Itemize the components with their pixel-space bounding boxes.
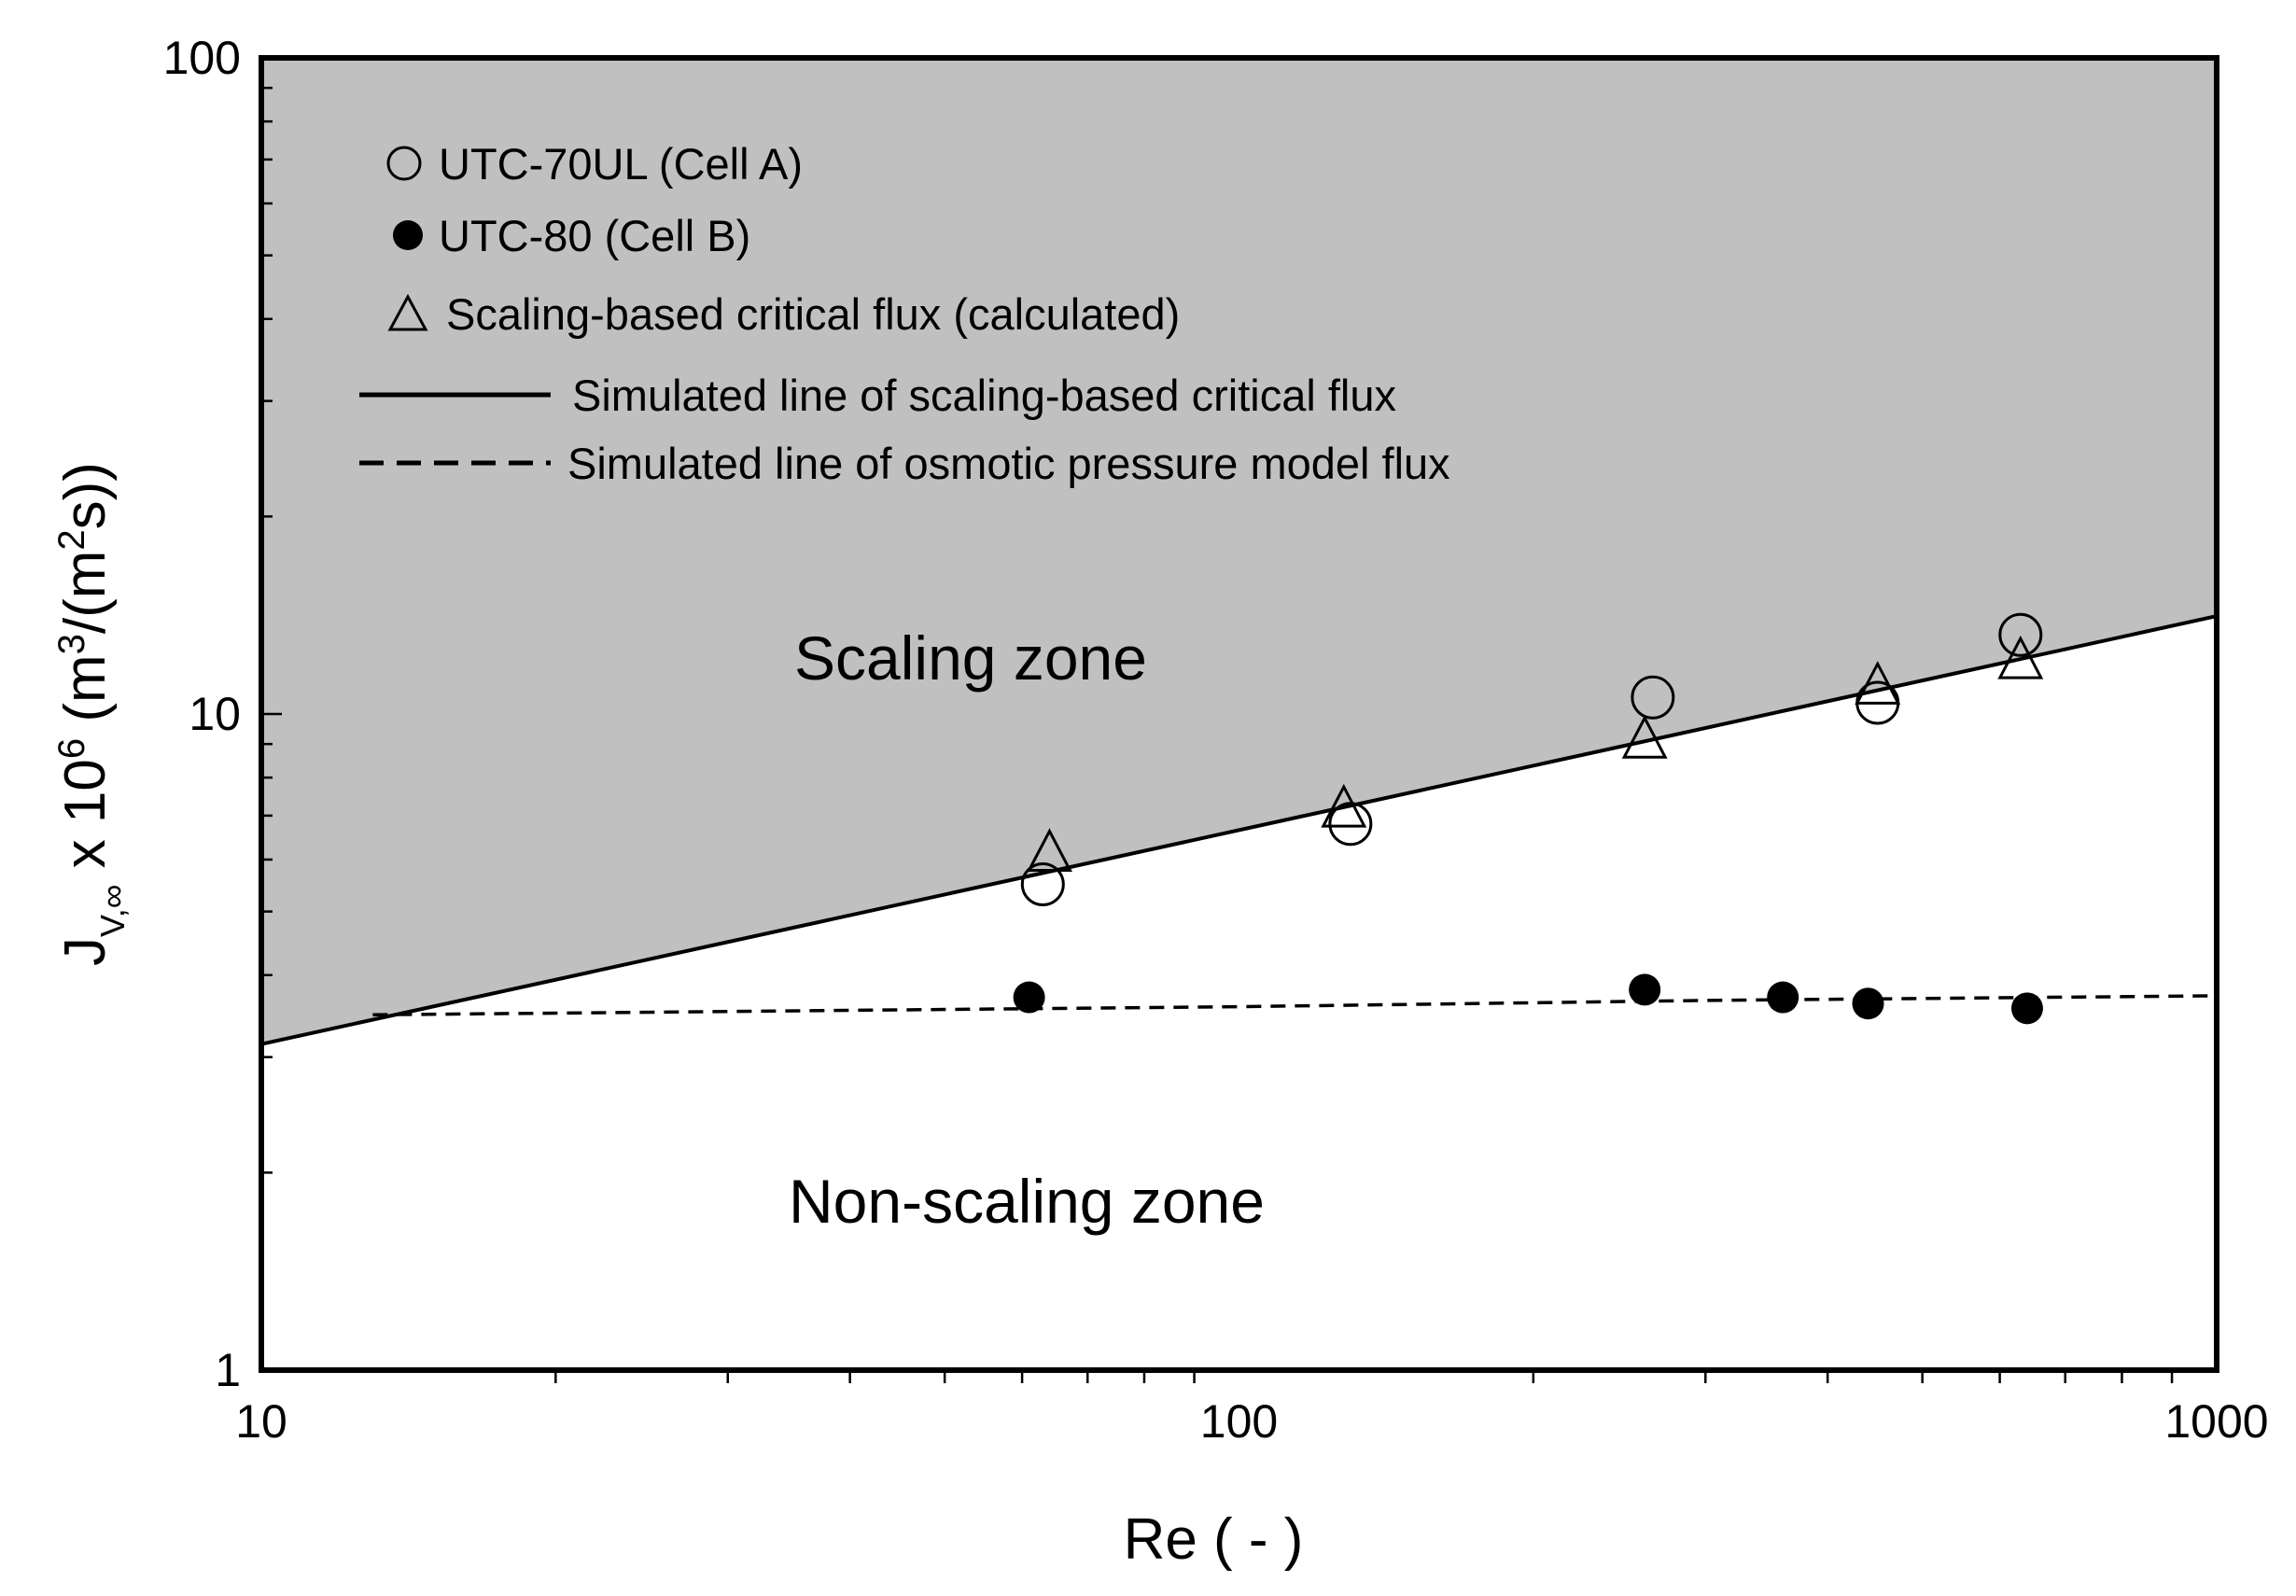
legend: UTC-70UL (Cell A) UTC-80 (Cell B) Scalin… — [359, 139, 1450, 488]
y-tick-label-10: 10 — [189, 688, 241, 740]
calculated-flux-triangle-1 — [1321, 783, 1367, 828]
utc-80-point-4 — [2010, 992, 2043, 1025]
x-tick-label-1000: 1000 — [2164, 1395, 2268, 1448]
y-tick-label-100: 100 — [163, 32, 241, 84]
y-axis-title-unit-a-exp: 3 — [51, 634, 92, 654]
legend-label-simulated-scaling: Simulated line of scaling-based critical… — [572, 371, 1396, 420]
y-axis-title-unit-b-exp: 2 — [51, 529, 92, 550]
utc-80-point-2 — [1767, 981, 1799, 1014]
simulated-osmotic-flux-line — [372, 994, 2218, 1017]
zones-layer — [261, 58, 2217, 1044]
y-axis-title-unit-a: (m — [53, 654, 118, 738]
y-axis-title-mid: x 10 — [53, 759, 118, 884]
x-axis-title: Re ( - ) — [1124, 1507, 1304, 1572]
legend-marker-open-triangle — [387, 293, 428, 331]
zone-label-non-scaling: Non-scaling zone — [789, 1167, 1265, 1236]
y-axis-title-base: J — [53, 937, 118, 966]
scaling-zone-fill — [261, 58, 2217, 1044]
legend-label-utc-80: UTC-80 (Cell B) — [439, 211, 750, 260]
utc-80-point-0 — [1013, 981, 1045, 1014]
utc-70ul-point-2 — [1631, 675, 1675, 720]
calculated-flux-triangle-4 — [1997, 635, 2044, 679]
calculated-flux-triangle-2 — [1621, 715, 1668, 759]
y-axis-title: JV,∞ x 106 (m3/(m2s)) — [51, 462, 132, 966]
utc-80-point-3 — [1852, 987, 1884, 1020]
y-axis-title-sub: V,∞ — [93, 885, 132, 937]
utc-70ul-point-0 — [1020, 862, 1065, 907]
y-axis-title-unit-b: /(m — [53, 551, 118, 635]
y-tick-label-1: 1 — [215, 1344, 241, 1396]
utc-70ul-point-4 — [1998, 612, 2043, 657]
y-axis-title-unit-c: s)) — [53, 462, 118, 529]
calculated-flux-triangle-0 — [1026, 828, 1072, 873]
y-axis-title-exp: 6 — [51, 738, 92, 759]
legend-label-calculated-flux: Scaling-based critical flux (calculated) — [446, 289, 1180, 339]
zone-labels-layer: Scaling zone Non-scaling zone — [789, 623, 1265, 1236]
zone-label-scaling: Scaling zone — [794, 623, 1147, 693]
legend-marker-open-circle — [386, 146, 422, 181]
legend-label-utc-70ul: UTC-70UL (Cell A) — [439, 139, 803, 189]
utc-80-point-1 — [1629, 973, 1661, 1006]
utc-70ul-point-1 — [1328, 802, 1373, 847]
legend-marker-filled-circle — [393, 220, 423, 250]
x-tick-label-100: 100 — [1200, 1395, 1278, 1448]
legend-label-simulated-osmotic: Simulated line of osmotic pressure model… — [567, 439, 1450, 488]
x-tick-label-10: 10 — [235, 1395, 287, 1448]
utc-70ul-point-3 — [1855, 680, 1900, 725]
points-layer — [1013, 612, 2044, 1025]
